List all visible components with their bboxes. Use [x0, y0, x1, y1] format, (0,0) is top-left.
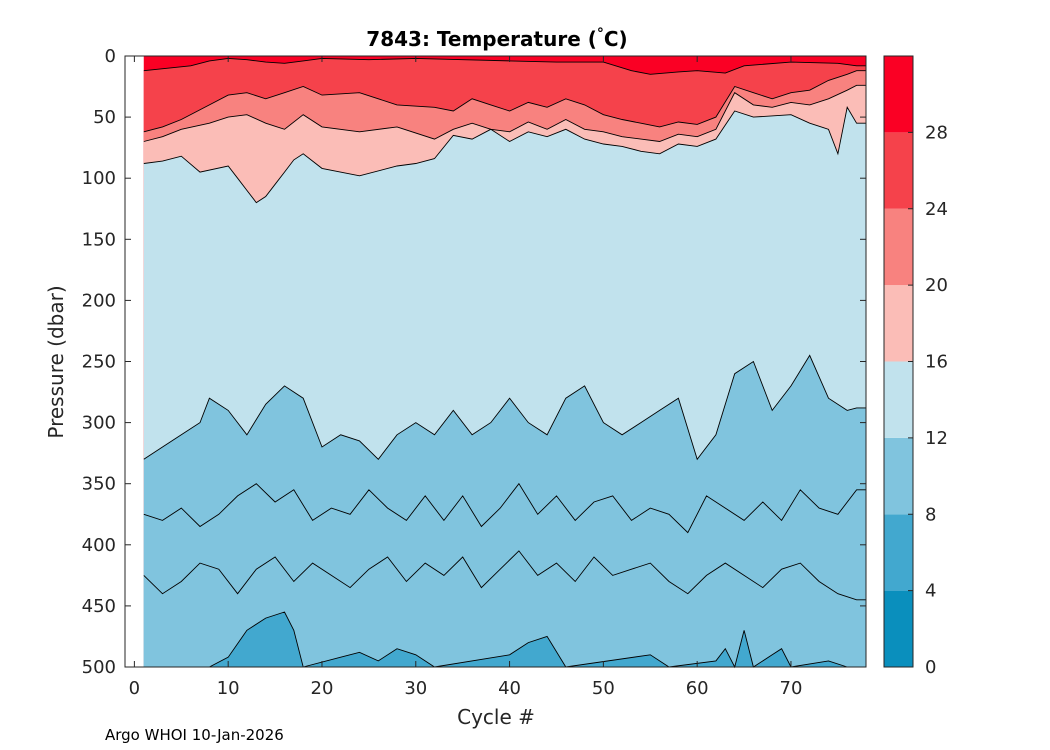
chart-title-degree: ° — [597, 26, 604, 42]
colorbar-tick-label: 20 — [925, 275, 948, 296]
isotherm-20 — [143, 84, 866, 142]
colorbar-tick-label: 8 — [925, 504, 936, 525]
isotherm-8 — [209, 611, 848, 669]
isotherm-16 — [143, 106, 866, 204]
x-tick-label: 70 — [780, 678, 803, 699]
colorbar-band-24 — [884, 132, 913, 209]
isotherm-12 — [143, 354, 866, 461]
x-tick-label: 20 — [311, 678, 334, 699]
colorbar: 0 4 8 12 16 20 24 28 — [883, 55, 948, 678]
colorbar-tick-label: 0 — [925, 657, 936, 678]
isotherm-10 — [143, 482, 866, 534]
x-tick-label: 30 — [404, 678, 427, 699]
isotherm-24 — [143, 70, 866, 133]
chart-title: 7843: Temperature (°C) — [366, 26, 627, 51]
y-tick-label: 0 — [105, 46, 116, 67]
colorbar-tick-label: 24 — [925, 199, 948, 220]
x-tick-label: 0 — [129, 678, 140, 699]
colorbar-band-4 — [884, 514, 913, 591]
colorbar-tick-label: 28 — [925, 122, 948, 143]
colorbar-band-16 — [884, 285, 913, 362]
y-tick-label: 350 — [82, 474, 116, 495]
y-tick-label: 200 — [82, 290, 116, 311]
contour-band-below-9 — [143, 550, 867, 667]
y-tick-label: 150 — [82, 229, 116, 250]
y-tick-label: 450 — [82, 596, 116, 617]
y-axis-label: Pressure (dbar) — [44, 285, 68, 438]
y-tick-label: 100 — [82, 168, 116, 189]
colorbar-tick-label: 4 — [925, 581, 936, 602]
y-tick-label: 400 — [82, 535, 116, 556]
colorbar-band-8 — [884, 437, 913, 515]
y-tick-label: 50 — [93, 107, 116, 128]
isotherm-9 — [143, 550, 866, 601]
contour-band-below-8 — [209, 612, 848, 667]
y-tick-label: 500 — [82, 657, 116, 678]
chart-title-main: 7843: Temperature ( — [366, 27, 597, 51]
y-tick-label: 300 — [82, 413, 116, 434]
x-axis-label: Cycle # — [457, 705, 535, 729]
x-tick-label: 60 — [686, 678, 709, 699]
x-tick-label: 10 — [217, 678, 240, 699]
colorbar-band-0 — [884, 590, 913, 667]
colorbar-band-12 — [884, 361, 913, 438]
x-tick-label: 50 — [592, 678, 615, 699]
colorbar-tick-label: 16 — [925, 352, 948, 373]
colorbar-band-20 — [884, 208, 913, 286]
footer-credit: Argo WHOI 10-Jan-2026 — [105, 726, 284, 744]
y-tick-label: 250 — [82, 352, 116, 373]
colorbar-tick-label: 12 — [925, 428, 948, 449]
plot-area: 0 10 20 30 40 50 60 70 0 50 100 150 200 250 300 350 400 4… — [82, 46, 867, 699]
colorbar-band-28 — [884, 56, 913, 133]
chart-title-unit: C) — [604, 27, 628, 51]
x-tick-label: 40 — [498, 678, 521, 699]
